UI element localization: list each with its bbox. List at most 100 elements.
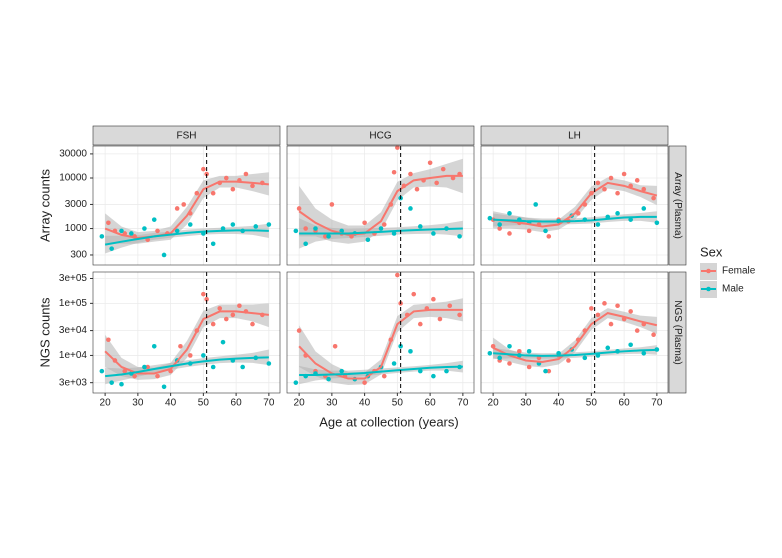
x-tick-label: 30	[520, 398, 532, 409]
panel-background	[287, 146, 474, 265]
strip-label: FSH	[177, 131, 197, 142]
point	[654, 220, 660, 226]
point	[266, 361, 272, 366]
strip	[668, 271, 687, 394]
point	[201, 291, 206, 297]
point	[440, 166, 446, 172]
point	[381, 373, 387, 379]
point	[313, 226, 318, 231]
y-tick-label: 3e+05	[59, 273, 88, 284]
point	[204, 296, 209, 302]
point	[174, 228, 180, 234]
point	[556, 350, 561, 356]
point	[414, 186, 420, 192]
point	[595, 180, 601, 186]
fit-line	[104, 229, 269, 246]
point	[427, 160, 433, 166]
point	[326, 376, 331, 382]
confidence-band	[493, 211, 657, 227]
point	[293, 380, 299, 385]
strip	[668, 145, 687, 266]
point	[437, 316, 443, 322]
point	[408, 171, 413, 177]
point	[181, 202, 187, 207]
strip-label: NGS (Plasma)	[672, 300, 683, 364]
point	[605, 345, 611, 351]
fit-line	[104, 310, 269, 375]
point	[201, 166, 206, 172]
point	[546, 368, 552, 374]
point	[122, 368, 128, 374]
point	[293, 228, 299, 234]
point	[417, 224, 423, 229]
point	[223, 175, 229, 181]
point	[326, 234, 331, 239]
strip-label: HCG	[369, 131, 391, 142]
x-tick-label: 30	[132, 398, 144, 409]
point	[457, 234, 462, 239]
point	[365, 237, 371, 243]
x-tick-label: 40	[359, 398, 371, 409]
point	[431, 231, 436, 236]
fit-line	[493, 181, 658, 228]
point	[634, 178, 640, 183]
point	[237, 303, 242, 309]
point	[533, 202, 538, 207]
strip-label: Array (Plasma)	[672, 172, 683, 239]
point	[230, 186, 236, 192]
point	[457, 312, 462, 318]
x-tick-label: 50	[198, 398, 210, 409]
point	[543, 368, 548, 374]
point	[106, 220, 111, 226]
point	[378, 226, 384, 231]
strip	[286, 125, 475, 146]
x-tick-label: 40	[165, 398, 177, 409]
point	[109, 246, 114, 251]
panel-border	[480, 145, 669, 266]
y-tick-label: 3e+04	[59, 325, 88, 336]
point	[210, 190, 216, 196]
point	[431, 296, 436, 302]
point	[381, 222, 387, 227]
point	[151, 343, 157, 349]
point	[155, 373, 160, 379]
legend-title: Sex	[700, 244, 723, 259]
point	[243, 171, 249, 177]
panel-border	[286, 271, 475, 394]
point	[220, 226, 226, 231]
point	[497, 222, 502, 227]
point	[296, 328, 302, 333]
point	[201, 353, 206, 358]
point	[641, 350, 647, 356]
y-tick-label: 10000	[59, 173, 87, 184]
x-tick-label: 70	[651, 398, 663, 409]
x-tick-label: 60	[231, 398, 243, 409]
point	[641, 186, 647, 192]
x-tick-label: 30	[326, 398, 338, 409]
point	[444, 368, 449, 374]
point	[391, 169, 397, 175]
point	[602, 301, 607, 306]
point	[398, 343, 403, 349]
point	[266, 222, 272, 227]
fit-line	[105, 356, 269, 378]
point	[187, 353, 193, 358]
point	[362, 220, 367, 226]
point	[230, 312, 236, 318]
panel-border	[480, 271, 669, 394]
point	[323, 234, 328, 239]
strip-label: LH	[568, 131, 581, 142]
point	[362, 380, 367, 385]
point	[332, 343, 338, 349]
y-tick-label: 3000	[65, 199, 88, 210]
point	[210, 321, 216, 327]
point	[651, 195, 656, 201]
legend-label: Male	[722, 284, 744, 295]
point	[621, 171, 627, 177]
panel	[286, 145, 475, 266]
point	[602, 186, 607, 192]
x-tick-label: 20	[488, 398, 500, 409]
point	[339, 368, 344, 374]
legend-key	[706, 286, 711, 292]
panel-background	[481, 272, 668, 393]
